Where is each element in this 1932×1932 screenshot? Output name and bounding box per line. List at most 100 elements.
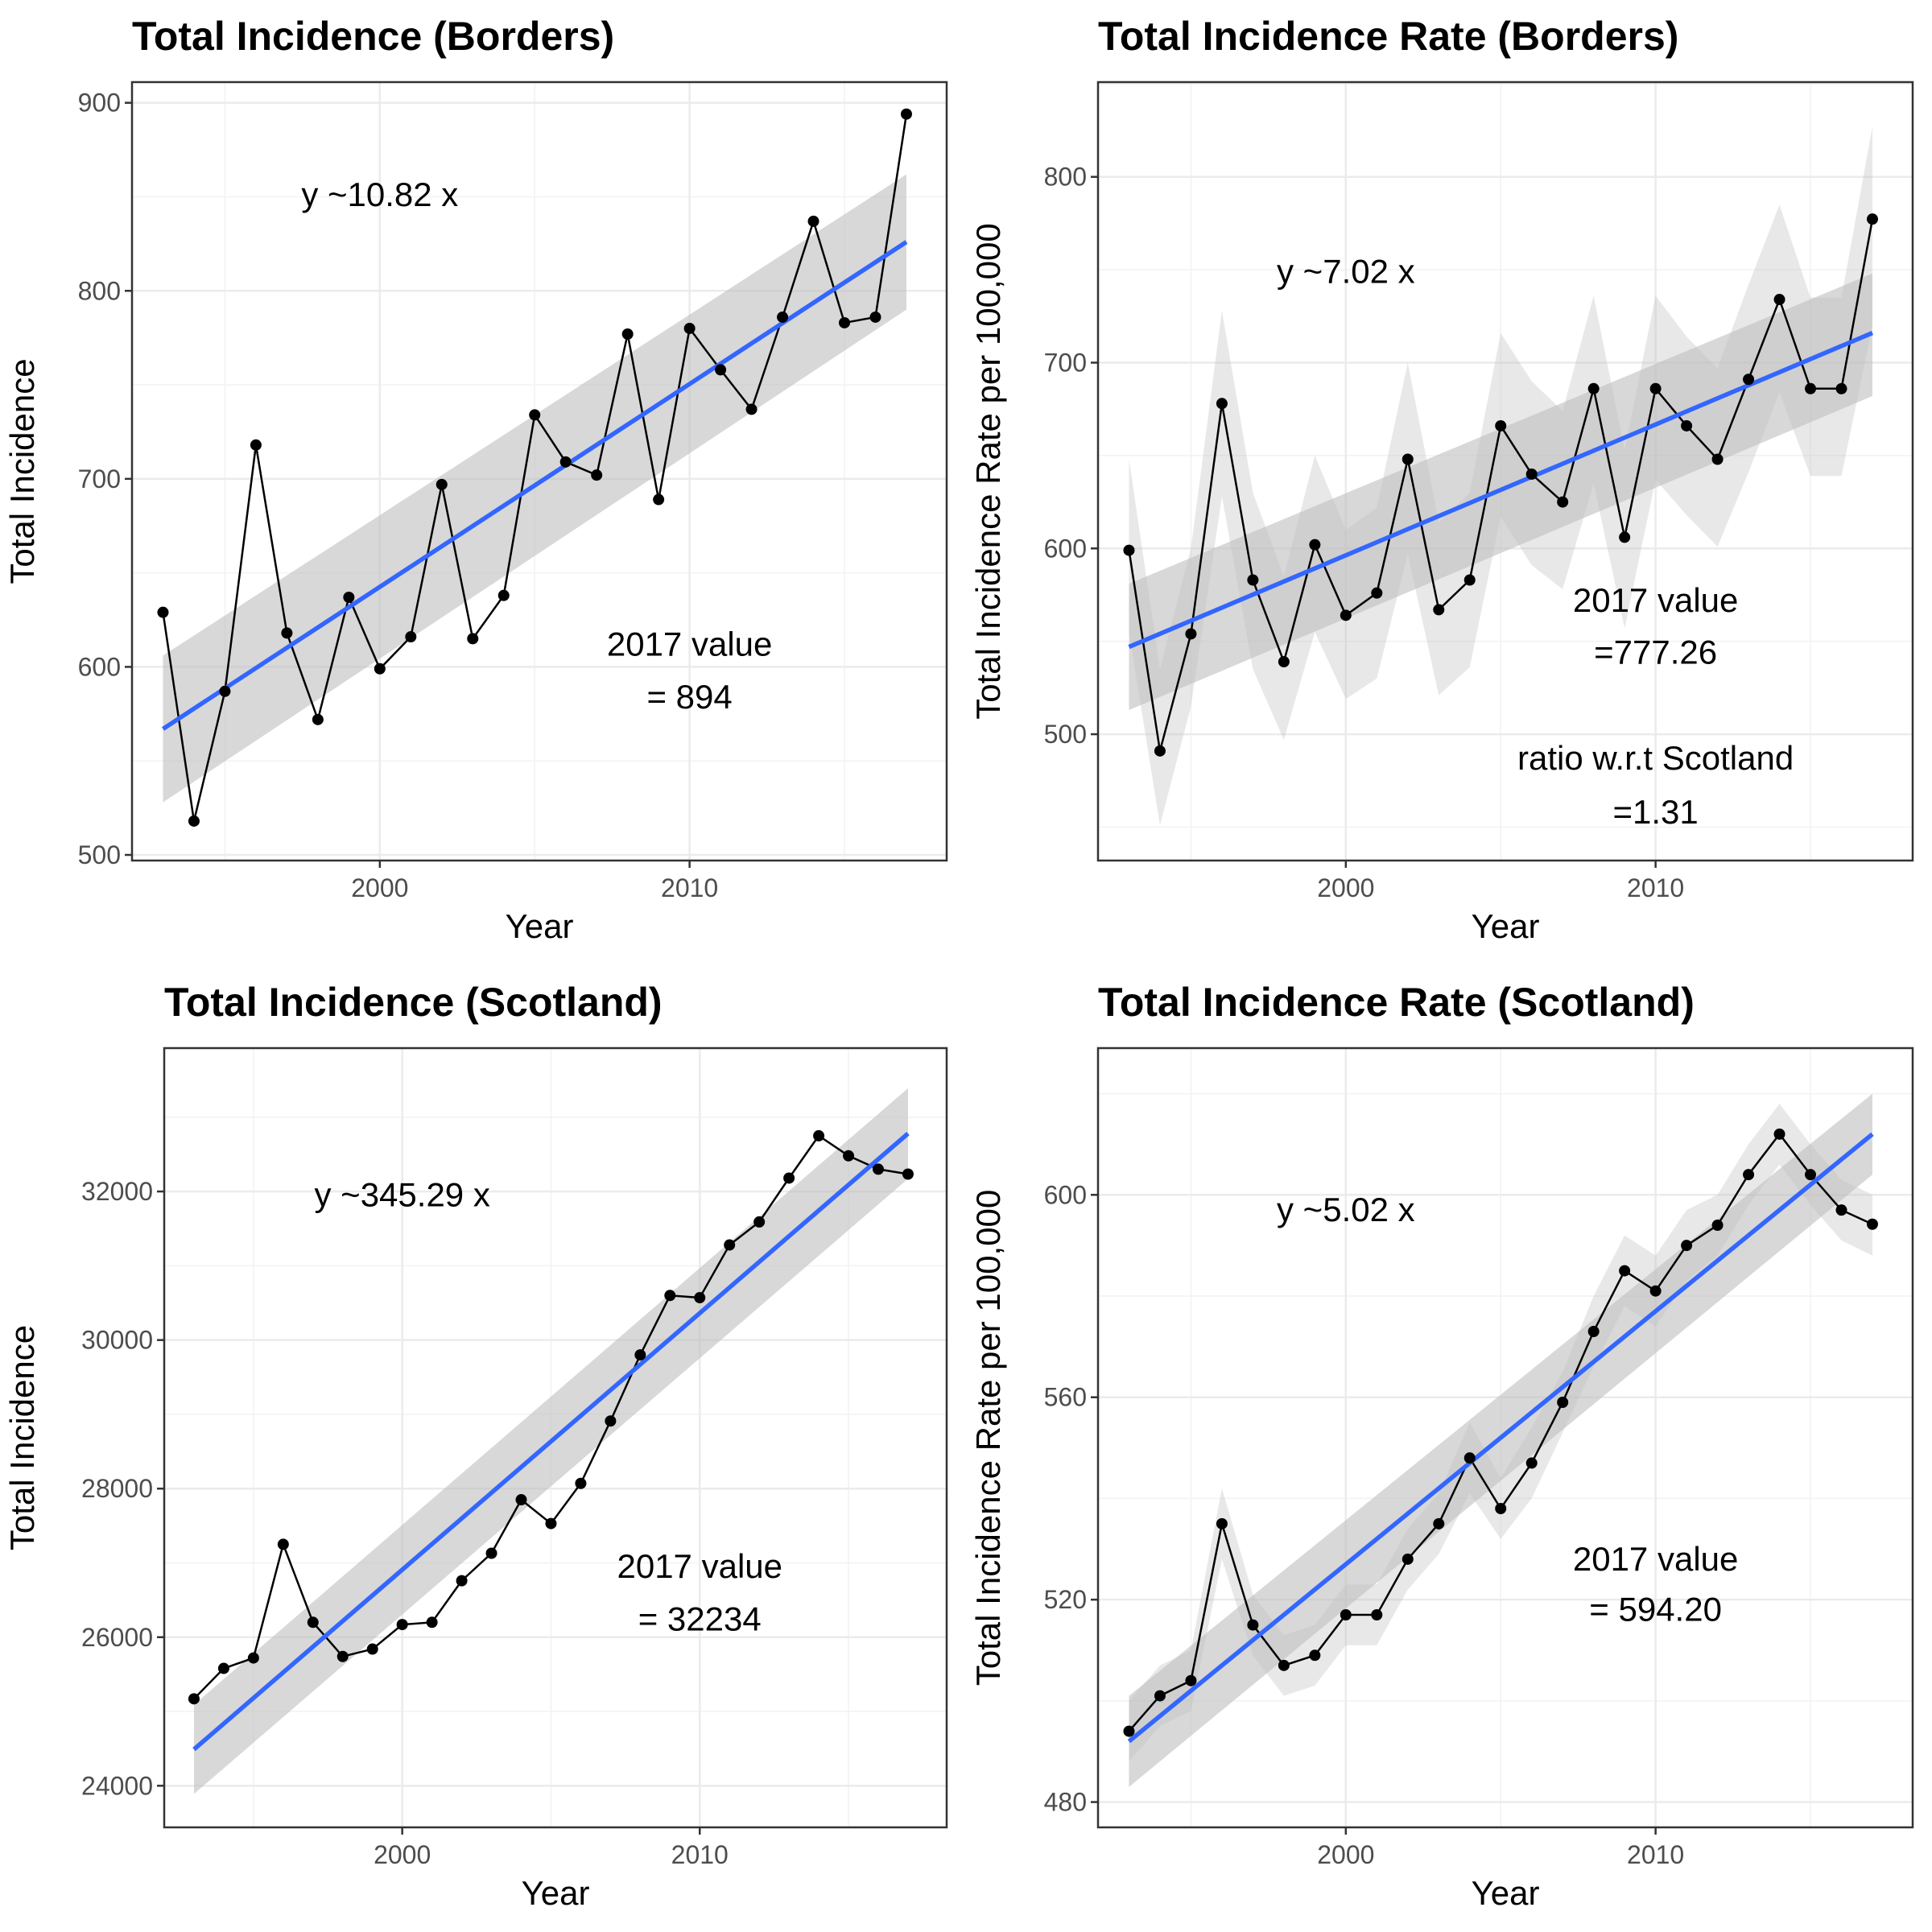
data-point (1309, 1649, 1321, 1662)
data-point (575, 1477, 587, 1489)
annotation-text: = 894 (646, 678, 732, 716)
x-tick-label: 2000 (374, 1840, 431, 1869)
x-tick-label: 2010 (1627, 1840, 1684, 1869)
data-point (426, 1616, 438, 1629)
plot-border (1096, 1046, 1914, 1829)
y-tick-label: 500 (1044, 720, 1087, 749)
data-point (777, 311, 789, 323)
data-point (157, 606, 169, 618)
data-point (1711, 453, 1724, 465)
data-point (1463, 1452, 1476, 1464)
data-point (694, 1292, 706, 1304)
data-point (1247, 1619, 1259, 1631)
data-point (307, 1616, 319, 1629)
data-point (529, 409, 541, 421)
y-tick-label: 26000 (81, 1623, 153, 1652)
data-point (1309, 539, 1321, 551)
x-tick-label: 2000 (1317, 873, 1374, 902)
chart-borders-rate: 500 600 700 800 2000 2010 Total Incidence Rate… (966, 0, 1932, 966)
data-point (1402, 453, 1414, 465)
x-axis-label: Year (1472, 907, 1540, 945)
data-point (217, 1662, 229, 1674)
plot-border (163, 1046, 948, 1829)
data-point (396, 1619, 408, 1631)
data-point (753, 1216, 766, 1228)
data-point (1649, 1285, 1662, 1297)
chart-title: Total Incidence (Scotland) (164, 980, 663, 1025)
data-point (745, 403, 758, 415)
data-point (1371, 587, 1383, 599)
data-point (1154, 1690, 1166, 1702)
chart-svg-borders-incidence: 500 600 700 800 900 2000 2010 Total Incidence (… (3, 14, 948, 945)
y-tick-label: 480 (1044, 1788, 1087, 1817)
data-point (783, 1172, 795, 1184)
data-point (1185, 628, 1197, 640)
data-point (1463, 574, 1476, 586)
y-axis-label: Total Incidence Rate per 100,000 (969, 223, 1007, 719)
y-tick-label: 500 (78, 840, 121, 869)
plot-border (1096, 80, 1914, 862)
data-point (1495, 419, 1507, 431)
data-point (1495, 1503, 1507, 1514)
data-point (374, 663, 386, 675)
data-point (1557, 1397, 1569, 1408)
y-tick-label: 30000 (81, 1326, 153, 1355)
data-point (1711, 1220, 1724, 1231)
data-point (515, 1494, 527, 1506)
x-tick-label: 2010 (661, 873, 718, 902)
data-point (467, 633, 479, 645)
trend-confidence-band (163, 174, 906, 803)
chart-title: Total Incidence Rate (Scotland) (1098, 980, 1695, 1025)
data-point (869, 311, 881, 323)
annotation-text: = 594.20 (1589, 1591, 1722, 1629)
y-tick-label: 600 (78, 652, 121, 681)
data-point (1247, 574, 1259, 586)
data-point (436, 478, 448, 490)
data-point (1805, 382, 1817, 394)
data-point (312, 713, 324, 725)
data-point (1805, 1169, 1817, 1181)
data-point (188, 815, 200, 827)
chart-svg-scotland-rate: 480 520 560 600 2000 2010 Total Incidence Rate… (969, 980, 1914, 1912)
data-point (902, 1168, 914, 1180)
chart-scotland-incidence: 24000 26000 28000 30000 32000 2000 2010 Total I… (0, 966, 966, 1932)
chart-borders-incidence: 500 600 700 800 900 2000 2010 Total Incidence (… (0, 0, 966, 966)
annotation-text: y ~7.02 x (1277, 252, 1415, 290)
data-point (1216, 1517, 1228, 1530)
y-tick-label: 800 (1044, 163, 1087, 192)
data-point (1835, 382, 1847, 394)
data-point (683, 322, 696, 334)
data-point (807, 215, 819, 227)
data-point (839, 316, 851, 328)
data-point (343, 591, 355, 603)
data-point (1371, 1609, 1383, 1620)
data-point (1433, 604, 1445, 616)
data-point (1866, 1218, 1878, 1230)
data-point (621, 328, 634, 340)
annotation-text: y ~5.02 x (1277, 1191, 1415, 1228)
data-point (545, 1517, 557, 1530)
y-tick-label: 560 (1044, 1383, 1087, 1412)
x-axis-label: Year (506, 907, 574, 945)
y-tick-label: 600 (1044, 1180, 1087, 1209)
annotation-text: 2017 value (1573, 1540, 1739, 1578)
data-point (1773, 1128, 1785, 1140)
trend-line (1127, 1132, 1874, 1744)
y-tick-label: 32000 (81, 1177, 153, 1206)
data-point (1525, 1457, 1538, 1469)
data-point (497, 589, 510, 601)
data-point (281, 627, 293, 639)
annotation-text: y ~345.29 x (315, 1176, 490, 1214)
data-point (605, 1415, 617, 1427)
data-point (1587, 382, 1600, 394)
data-point (1402, 1553, 1414, 1565)
y-tick-label: 900 (78, 89, 121, 118)
chart-scotland-rate: 480 520 560 600 2000 2010 Total Incidence Rate… (966, 966, 1932, 1932)
y-tick-label: 24000 (81, 1771, 153, 1800)
x-axis-label: Year (522, 1874, 590, 1912)
annotation-text: = 32234 (638, 1600, 762, 1638)
data-point (715, 364, 727, 376)
x-tick-label: 2010 (671, 1840, 729, 1869)
data-point (1123, 1725, 1135, 1737)
data-point (1773, 294, 1785, 306)
